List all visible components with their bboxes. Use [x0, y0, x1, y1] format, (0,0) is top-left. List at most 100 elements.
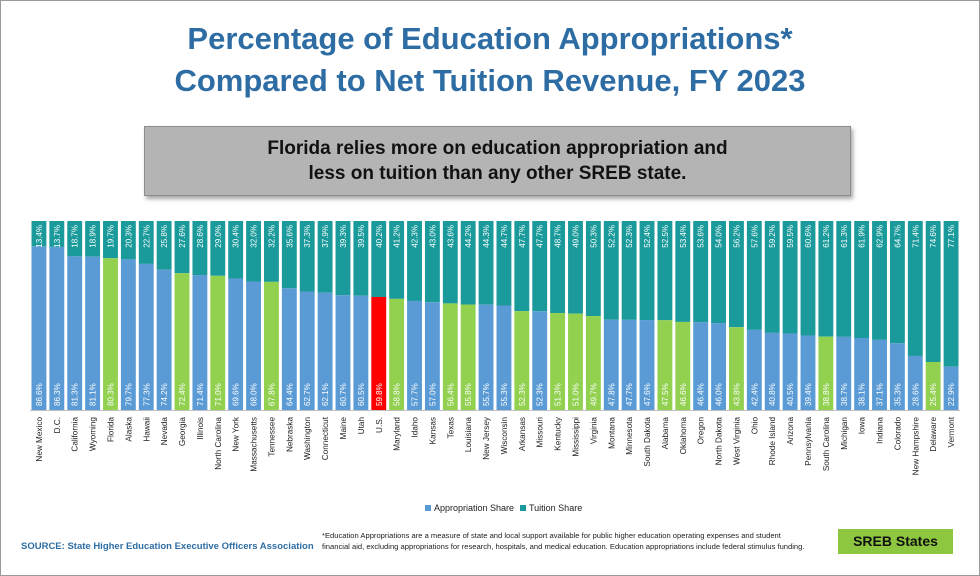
bar-appropriation-share — [550, 313, 566, 410]
data-label-appropriation: 39.4% — [804, 383, 813, 406]
bar-tuition-share — [371, 221, 387, 297]
category-label: Oklahoma — [679, 417, 688, 455]
bar-appropriation-share — [675, 321, 691, 410]
category-label: U.S. — [375, 417, 384, 433]
bar-appropriation-share — [335, 295, 351, 410]
data-label-appropriation: 51.0% — [571, 383, 580, 406]
data-label-appropriation: 62.7% — [303, 383, 312, 406]
bar-appropriation-share — [854, 337, 870, 410]
bar-appropriation-share — [228, 278, 244, 410]
bar-appropriation-share — [353, 295, 369, 410]
data-label-appropriation: 38.8% — [822, 383, 831, 406]
data-label-appropriation: 86.3% — [53, 383, 62, 406]
bar-appropriation-share — [639, 320, 655, 410]
category-label: New Hampshire — [911, 417, 920, 476]
bar-appropriation-share — [568, 313, 583, 410]
data-label-appropriation: 28.6% — [911, 383, 920, 406]
data-label-tuition: 25.8% — [160, 225, 169, 248]
category-label: Louisiana — [464, 417, 473, 452]
data-label-tuition: 37.3% — [303, 225, 312, 248]
bar-tuition-share — [335, 221, 351, 296]
bar-appropriation-share — [532, 311, 548, 410]
bar-tuition-share — [407, 221, 422, 301]
data-label-appropriation: 47.7% — [625, 383, 634, 406]
data-label-appropriation: 47.6% — [643, 383, 652, 406]
category-label: Tennessee — [267, 417, 276, 457]
category-label: New Jersey — [482, 416, 491, 460]
bar-tuition-share — [854, 221, 870, 338]
category-label: Connecticut — [321, 416, 330, 460]
bar-appropriation-share — [317, 292, 333, 410]
data-label-appropriation: 46.4% — [697, 383, 706, 406]
bar-tuition-share — [693, 221, 709, 323]
data-label-appropriation: 79.7% — [124, 383, 133, 406]
bar-appropriation-share — [925, 361, 941, 410]
data-label-appropriation: 52.3% — [518, 383, 527, 406]
category-label: Minnesota — [625, 417, 634, 455]
data-label-tuition: 44.2% — [464, 225, 473, 248]
data-label-tuition: 13.7% — [53, 225, 62, 248]
bar-tuition-share — [317, 221, 333, 293]
bar-appropriation-share — [389, 298, 405, 410]
bar-tuition-share — [49, 221, 65, 247]
data-label-appropriation: 37.1% — [876, 383, 885, 406]
bar-appropriation-share — [442, 303, 458, 410]
data-label-appropriation: 40.8% — [768, 383, 777, 406]
bar-tuition-share — [889, 221, 905, 344]
bar-appropriation-share — [281, 288, 297, 410]
legend-label-tuition: Tuition Share — [529, 503, 583, 513]
data-label-tuition: 61.9% — [858, 225, 867, 248]
bar-appropriation-share — [67, 256, 83, 410]
bar-appropriation-share — [889, 343, 905, 410]
data-label-appropriation: 71.0% — [214, 383, 223, 406]
category-label: South Dakota — [643, 417, 652, 467]
bar-appropriation-share — [514, 311, 530, 410]
bar-tuition-share — [585, 221, 601, 317]
bar-tuition-share — [872, 221, 887, 340]
bar-tuition-share — [711, 221, 726, 324]
data-label-appropriation: 55.7% — [482, 383, 491, 406]
data-label-tuition: 39.3% — [339, 225, 348, 248]
bar-appropriation-share — [103, 258, 118, 410]
data-label-tuition: 41.2% — [393, 225, 402, 248]
bar-tuition-share — [103, 221, 118, 259]
bar-appropriation-share — [496, 305, 512, 410]
bar-tuition-share — [442, 221, 458, 304]
data-label-appropriation: 81.1% — [89, 383, 98, 406]
data-label-tuition: 30.4% — [232, 225, 241, 248]
data-label-tuition: 28.6% — [196, 225, 205, 248]
category-label: Alabama — [661, 417, 670, 450]
bar-tuition-share — [246, 221, 261, 282]
data-label-tuition: 56.2% — [732, 225, 741, 248]
data-label-appropriation: 72.4% — [178, 383, 187, 406]
data-label-tuition: 52.2% — [607, 225, 616, 248]
bar-appropriation-share — [657, 320, 673, 410]
data-label-tuition: 22.7% — [142, 225, 151, 248]
data-label-appropriation: 47.8% — [607, 383, 616, 406]
bar-appropriation-share — [192, 275, 208, 410]
category-label: West Virginia — [732, 417, 741, 465]
bar-tuition-share — [85, 221, 101, 257]
bar-tuition-share — [568, 221, 583, 314]
bar-tuition-share — [120, 221, 136, 260]
data-label-tuition: 32.0% — [250, 225, 259, 248]
bar-tuition-share — [836, 221, 852, 337]
data-label-tuition: 39.5% — [357, 225, 366, 248]
bar-appropriation-share — [764, 332, 780, 410]
data-label-tuition: 53.6% — [697, 225, 706, 248]
bar-tuition-share — [603, 221, 619, 320]
bar-appropriation-share — [585, 316, 601, 410]
data-label-appropriation: 67.8% — [267, 383, 276, 406]
data-label-appropriation: 68.0% — [250, 383, 259, 406]
callout-line1: Florida relies more on education appropr… — [267, 138, 728, 159]
bar-tuition-share — [764, 221, 780, 333]
chart-title-line1: Percentage of Education Appropriations* — [187, 21, 793, 56]
data-label-tuition: 44.7% — [500, 225, 509, 248]
data-label-tuition: 27.6% — [178, 225, 187, 248]
data-label-appropriation: 55.8% — [464, 383, 473, 406]
callout-box: Florida relies more on education appropr… — [144, 126, 851, 196]
data-label-appropriation: 49.7% — [589, 383, 598, 406]
bar-appropriation-share — [603, 319, 619, 410]
bar-tuition-share — [782, 221, 798, 334]
